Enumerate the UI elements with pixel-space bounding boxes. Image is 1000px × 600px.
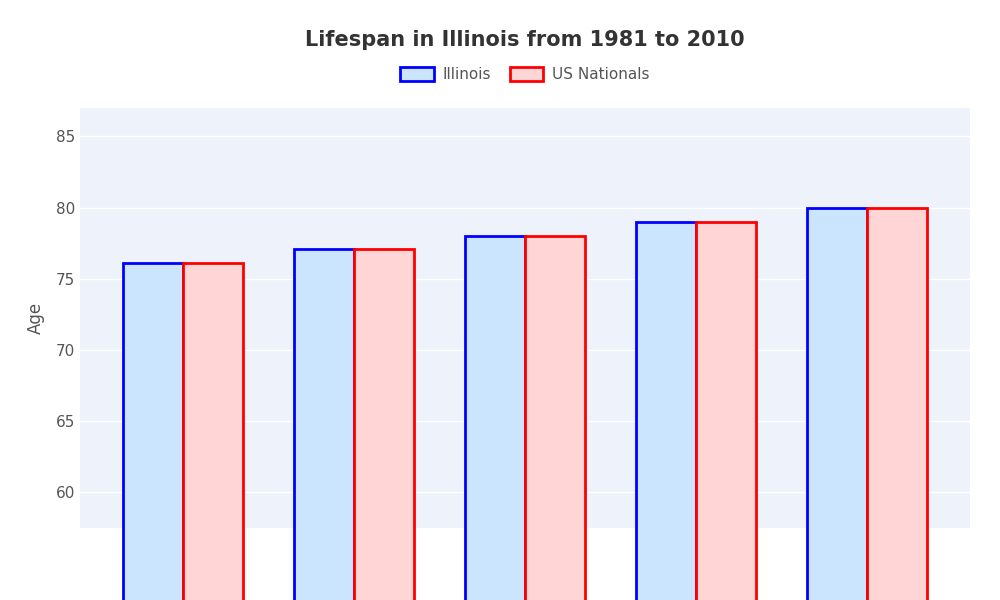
Bar	[465, 236, 525, 600]
Bar	[183, 263, 243, 600]
Bar	[354, 249, 414, 600]
Legend: Illinois, US Nationals: Illinois, US Nationals	[394, 61, 656, 88]
Title: Lifespan in Illinois from 1981 to 2010: Lifespan in Illinois from 1981 to 2010	[305, 29, 745, 49]
Bar	[294, 249, 354, 600]
Bar	[696, 222, 756, 600]
Bar	[807, 208, 867, 600]
X-axis label: Year: Year	[507, 559, 543, 577]
Bar	[525, 236, 585, 600]
Bar	[867, 208, 927, 600]
Y-axis label: Age: Age	[27, 302, 45, 334]
Bar	[123, 263, 183, 600]
Bar	[636, 222, 696, 600]
